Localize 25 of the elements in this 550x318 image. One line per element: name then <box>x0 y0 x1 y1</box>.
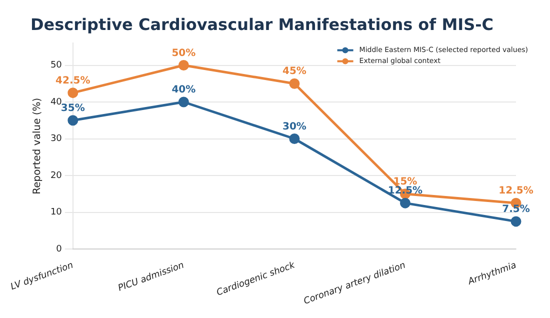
data-label: 15% <box>393 176 418 188</box>
point <box>510 216 522 227</box>
data-label: 50% <box>172 48 196 59</box>
point <box>68 88 78 98</box>
y-tick-label: 20 <box>50 170 62 181</box>
data-label: 35% <box>60 102 85 114</box>
point <box>289 134 300 144</box>
data-label: 7.5% <box>502 204 530 216</box>
data-label: 45% <box>282 66 306 78</box>
point <box>289 78 300 89</box>
data-label: 12.5% <box>498 186 534 197</box>
point <box>178 60 189 70</box>
point <box>400 198 410 208</box>
data-label: 42.5% <box>56 75 90 86</box>
y-tick-label: 10 <box>50 208 62 218</box>
y-tick-label: 30 <box>50 134 62 144</box>
data-label: 40% <box>172 84 196 96</box>
data-label: 30% <box>282 121 306 132</box>
y-tick-label: 0 <box>56 244 62 254</box>
y-tick-label: 50 <box>50 60 62 71</box>
point <box>68 115 78 126</box>
point <box>178 96 189 108</box>
y-axis-title: Reported value (%) <box>32 98 44 194</box>
chart-title: Descriptive Cardiovascular Manifestations of MIS-C <box>30 14 494 34</box>
y-tick-label: 40 <box>50 97 62 108</box>
